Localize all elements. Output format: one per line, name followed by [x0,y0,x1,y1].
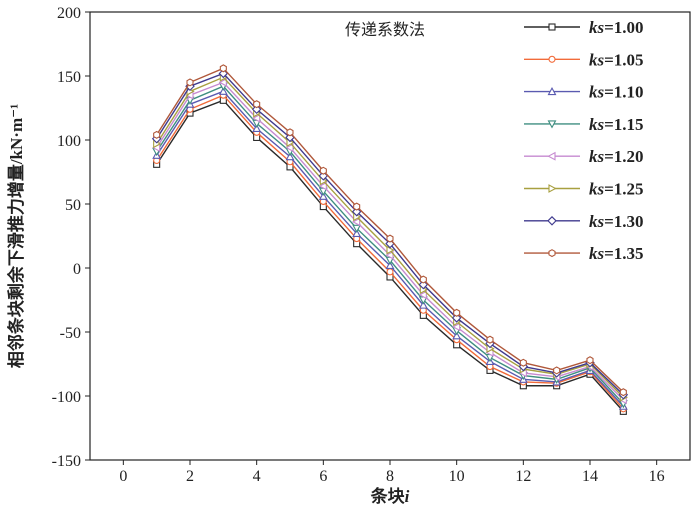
data-point [286,128,294,137]
data-point [218,77,227,87]
x-axis-label: 条块i [370,486,410,506]
data-point [452,322,461,332]
legend-marker [547,86,557,96]
data-point [486,335,494,344]
data-point [352,224,362,233]
legend-label: ks=1.15 [589,115,644,134]
x-tick-label: 16 [649,468,665,485]
x-tick-label: 14 [582,468,598,485]
x-tick-label: 8 [386,468,394,485]
legend-label: ks=1.35 [589,244,644,263]
legend-marker [548,249,556,258]
legend-label: ks=1.30 [589,212,644,231]
data-point [419,275,427,284]
x-tick-label: 6 [319,468,327,485]
data-point [218,86,228,95]
data-point [285,151,295,161]
y-tick-label: -100 [52,389,81,406]
x-tick-label: 12 [515,468,531,485]
data-point [353,202,361,211]
data-point [319,166,327,175]
data-point [385,260,395,269]
legend-item: ks=1.25 [524,180,644,199]
legend-label: ks=1.25 [589,180,644,199]
legend-item: ks=1.30 [524,212,644,231]
data-point [451,313,462,323]
y-tick-label: 200 [57,5,81,22]
x-tick-label: 2 [186,468,194,485]
legend-marker [547,120,557,129]
legend-label: ks=1.10 [589,83,644,102]
legend-item: ks=1.15 [524,115,644,134]
data-point [153,130,161,139]
legend-marker [548,23,556,31]
legend-marker [548,55,556,63]
x-tick-label: 4 [253,468,261,485]
data-point [252,123,262,133]
data-point [386,268,394,276]
x-tick-label: 10 [449,468,465,485]
data-point [352,217,361,227]
series-line [156,67,624,393]
legend-marker [547,151,556,161]
chart-title: 传递系数法 [345,21,425,39]
legend-label: ks=1.05 [589,50,644,69]
data-point [252,113,261,123]
series-ks=1.30 [151,68,629,400]
data-point [453,308,461,317]
y-tick-label: -150 [52,453,81,470]
data-point [386,245,395,255]
y-axis-label: 相邻条块剩余下滑推力增量/kN·m⁻¹ [6,104,26,368]
data-point [351,206,362,217]
legend-label: ks=1.20 [589,147,644,166]
data-point [619,388,627,397]
data-point [418,300,428,309]
data-point [352,228,362,237]
y-tick-label: 150 [57,69,81,86]
y-tick-label: 0 [73,261,81,278]
data-point [418,279,429,290]
x-tick-label: 0 [119,468,127,485]
data-point [318,191,328,200]
legend-item: ks=1.05 [524,50,644,69]
legend-marker [547,216,557,226]
legend-item: ks=1.00 [524,18,644,37]
legend-label: ks=1.00 [589,18,644,37]
data-point [553,366,561,375]
data-point [418,290,427,300]
y-tick-label: -50 [60,325,81,342]
data-point [586,356,594,365]
data-point [519,358,527,367]
legend-item: ks=1.35 [524,244,644,263]
series-ks=1.35 [153,64,627,397]
legend-item: ks=1.20 [524,147,644,166]
data-point [452,331,462,340]
y-tick-label: 100 [57,133,81,150]
data-point [285,143,294,153]
data-point [318,181,327,191]
data-point [219,64,227,73]
legend-item: ks=1.10 [524,83,644,102]
data-point [253,100,261,109]
y-tick-label: 50 [65,197,81,214]
legend-marker [548,184,557,193]
data-point [386,234,394,243]
data-point [385,250,394,260]
data-point [251,104,262,115]
data-point [186,78,194,87]
